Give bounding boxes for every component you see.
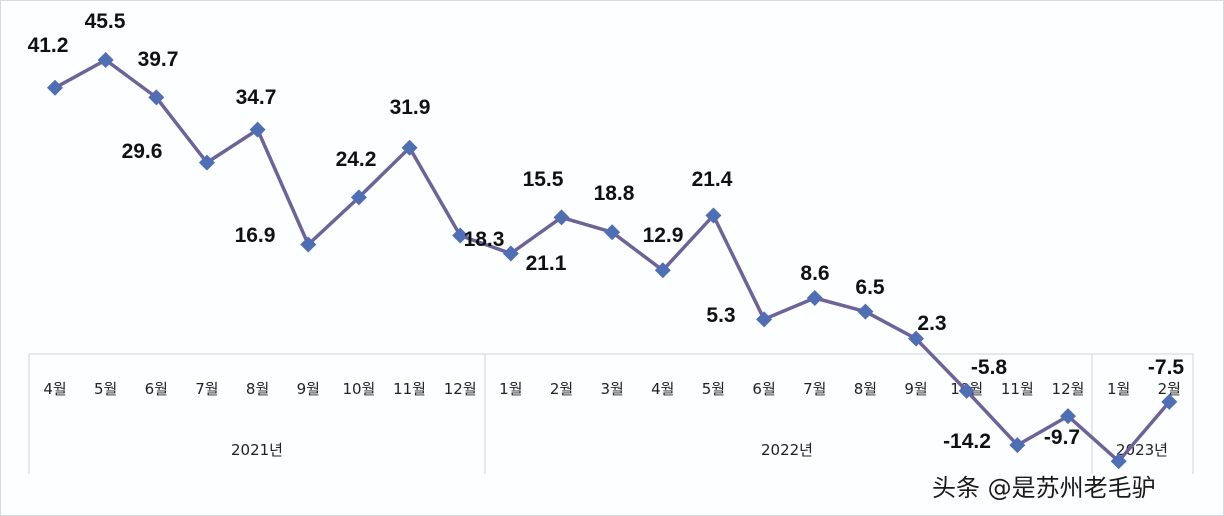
- data-label: 39.7: [138, 48, 179, 71]
- month-label: 5월: [702, 380, 725, 398]
- diamond-marker-icon: [249, 121, 266, 138]
- series-line: [54, 58, 1171, 463]
- diamond-marker-icon: [857, 303, 874, 320]
- month-label: 8월: [854, 380, 877, 398]
- diamond-marker-icon: [1161, 393, 1178, 410]
- diamond-marker-icon: [756, 311, 773, 328]
- month-labels: 4월 5월 6월 7월 8월 9월 10월 11월 12월 1월 2월 3월 4월 5월 6월 7월 8월 9월 1…: [43, 380, 1181, 398]
- diamond-marker-icon: [350, 189, 367, 206]
- diamond-marker-icon: [1060, 408, 1076, 425]
- diamond-marker-icon: [806, 290, 823, 307]
- month-label: 7월: [195, 380, 218, 398]
- diamond-marker-icon: [97, 52, 114, 69]
- data-label: -5.8: [971, 356, 1008, 379]
- data-label: 12.9: [643, 224, 684, 247]
- data-label: -7.5: [1148, 356, 1185, 379]
- month-label: 5월: [94, 380, 117, 398]
- month-label: 9월: [904, 380, 927, 398]
- month-label: 11월: [393, 380, 426, 398]
- data-label: 41.2: [28, 34, 69, 57]
- data-label: 45.5: [85, 10, 126, 33]
- data-markers: [47, 52, 1178, 470]
- diamond-marker-icon: [654, 262, 671, 279]
- year-label-2022: 2022년: [761, 441, 813, 459]
- month-label: 2월: [1158, 380, 1181, 398]
- year-labels: 2021년 2022년 2023년: [231, 441, 1168, 459]
- month-label: 8월: [246, 380, 269, 398]
- diamond-marker-icon: [148, 89, 165, 106]
- diamond-marker-icon: [452, 227, 469, 244]
- category-axis: [28, 353, 1194, 474]
- diamond-marker-icon: [47, 79, 63, 96]
- month-label: 12월: [1052, 380, 1085, 398]
- month-label: 3월: [600, 380, 623, 398]
- data-label: 18.3: [464, 228, 505, 251]
- data-label: 15.5: [523, 168, 564, 191]
- data-label: 21.1: [526, 252, 567, 275]
- month-label: 10월: [342, 380, 375, 398]
- data-label: 24.2: [336, 148, 377, 171]
- diamond-marker-icon: [1009, 437, 1026, 454]
- watermark: 头条 @是苏州老毛驴: [932, 474, 1156, 502]
- month-label: 4월: [651, 380, 674, 398]
- month-label: 12월: [444, 380, 477, 398]
- month-label: 6월: [145, 380, 168, 398]
- data-label: 34.7: [236, 86, 277, 109]
- month-label: 11월: [1001, 380, 1034, 398]
- data-label: 6.5: [855, 276, 885, 299]
- month-label: 9월: [297, 380, 320, 398]
- data-label: 8.6: [800, 262, 829, 285]
- data-label: 18.8: [594, 182, 635, 205]
- diamond-marker-icon: [502, 245, 519, 262]
- month-label: 4월: [43, 380, 66, 398]
- diamond-marker-icon: [705, 207, 722, 224]
- diamond-marker-icon: [958, 382, 975, 399]
- month-label: 6월: [752, 380, 775, 398]
- data-label: 21.4: [692, 168, 733, 191]
- data-label: 31.9: [390, 96, 431, 119]
- diamond-marker-icon: [401, 139, 418, 156]
- data-label: -9.7: [1044, 426, 1080, 449]
- data-label: 2.3: [917, 312, 946, 335]
- diamond-marker-icon: [908, 330, 925, 347]
- month-label: 7월: [803, 380, 826, 398]
- data-label: 29.6: [122, 140, 163, 163]
- data-label: 16.9: [235, 224, 276, 247]
- diamond-marker-icon: [553, 209, 570, 226]
- month-label: 1월: [499, 380, 522, 398]
- diamond-marker-icon: [198, 154, 215, 171]
- data-label: -14.2: [943, 430, 991, 453]
- diamond-marker-icon: [300, 236, 317, 253]
- month-label: 2월: [550, 380, 573, 398]
- year-label-2021: 2021년: [231, 441, 283, 459]
- year-label-2023: 2023년: [1116, 441, 1168, 459]
- diamond-marker-icon: [1110, 453, 1127, 470]
- data-label: 5.3: [706, 304, 735, 327]
- month-label: 1월: [1107, 380, 1130, 398]
- diamond-marker-icon: [604, 224, 621, 241]
- data-labels: 41.2 45.5 39.7 29.6 34.7 16.9 24.2 31.9 18.3 15.5…: [28, 10, 1185, 453]
